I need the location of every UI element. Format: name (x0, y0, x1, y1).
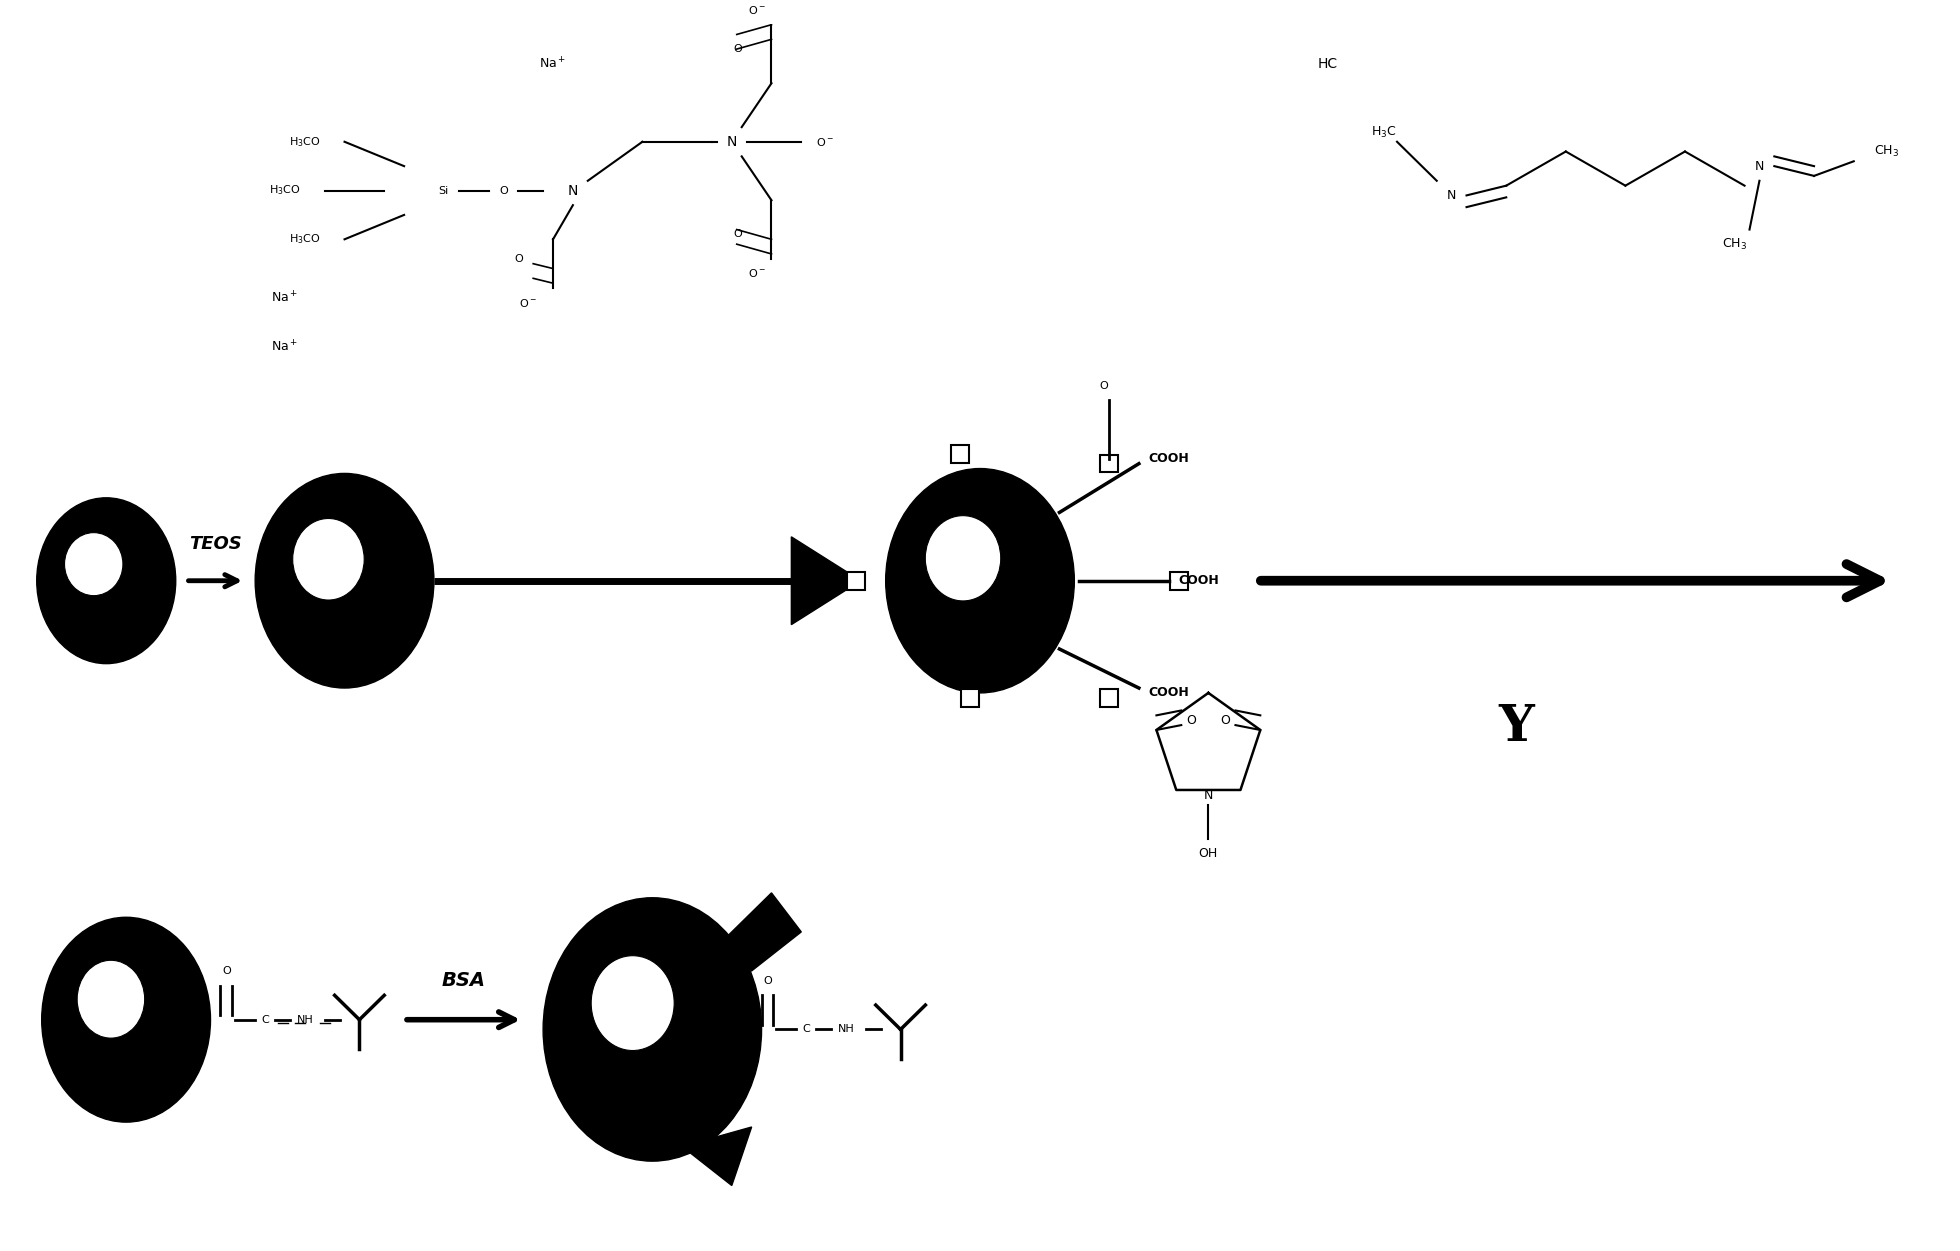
Text: N: N (1203, 789, 1213, 802)
Ellipse shape (41, 917, 210, 1122)
Text: O$^-$: O$^-$ (747, 268, 766, 279)
Text: TEOS: TEOS (188, 535, 241, 553)
Text: O: O (762, 976, 772, 986)
Text: O$^-$: O$^-$ (815, 136, 835, 148)
Text: CH$_3$: CH$_3$ (1874, 144, 1899, 159)
Text: H$_3$C: H$_3$C (1372, 124, 1397, 140)
Text: O$^-$: O$^-$ (747, 4, 766, 16)
Text: O: O (733, 229, 741, 239)
Text: Na$^+$: Na$^+$ (270, 339, 298, 354)
Ellipse shape (886, 469, 1074, 693)
Text: CH$_3$: CH$_3$ (1723, 236, 1746, 251)
Text: Si: Si (439, 185, 449, 195)
Text: C: C (802, 1025, 809, 1035)
Text: N: N (727, 135, 737, 149)
Text: NH: NH (837, 1025, 855, 1035)
Ellipse shape (37, 498, 176, 663)
Ellipse shape (65, 533, 123, 595)
Bar (1100, 455, 1117, 473)
Text: H$_3$CO: H$_3$CO (288, 135, 321, 149)
Text: Na$^+$: Na$^+$ (270, 290, 298, 305)
Text: OH: OH (1200, 847, 1217, 861)
Text: O$^-$: O$^-$ (519, 296, 537, 309)
Ellipse shape (76, 961, 145, 1038)
Text: O: O (1186, 714, 1196, 727)
Text: N: N (1446, 189, 1456, 201)
Ellipse shape (543, 898, 762, 1161)
Text: O: O (1100, 380, 1109, 390)
Text: H$_3$CO: H$_3$CO (269, 184, 300, 198)
Text: C: C (261, 1015, 269, 1025)
Text: N: N (1754, 160, 1764, 173)
Bar (951, 445, 968, 463)
Text: Y: Y (1497, 703, 1535, 752)
Text: N: N (568, 184, 578, 198)
Text: COOH: COOH (1149, 687, 1190, 699)
Ellipse shape (925, 515, 1002, 600)
Text: O: O (221, 966, 231, 976)
Text: HC: HC (1317, 56, 1337, 71)
Text: Na$^+$: Na$^+$ (539, 56, 566, 71)
Ellipse shape (292, 518, 365, 600)
Text: BSA: BSA (441, 972, 486, 991)
Text: O: O (1221, 714, 1231, 727)
Text: O: O (733, 44, 741, 54)
Polygon shape (682, 1127, 751, 1186)
Polygon shape (721, 893, 802, 971)
Text: NH: NH (296, 1015, 314, 1025)
Polygon shape (792, 537, 860, 624)
Bar (847, 572, 864, 589)
Bar (1100, 689, 1117, 707)
Ellipse shape (592, 956, 674, 1051)
Text: COOH: COOH (1149, 453, 1190, 465)
Text: COOH: COOH (1178, 574, 1219, 587)
Text: O: O (515, 254, 523, 264)
Text: H$_3$CO: H$_3$CO (288, 233, 321, 246)
Text: O: O (500, 185, 508, 195)
Bar (960, 689, 978, 707)
Ellipse shape (255, 473, 433, 688)
Bar (1170, 572, 1188, 589)
